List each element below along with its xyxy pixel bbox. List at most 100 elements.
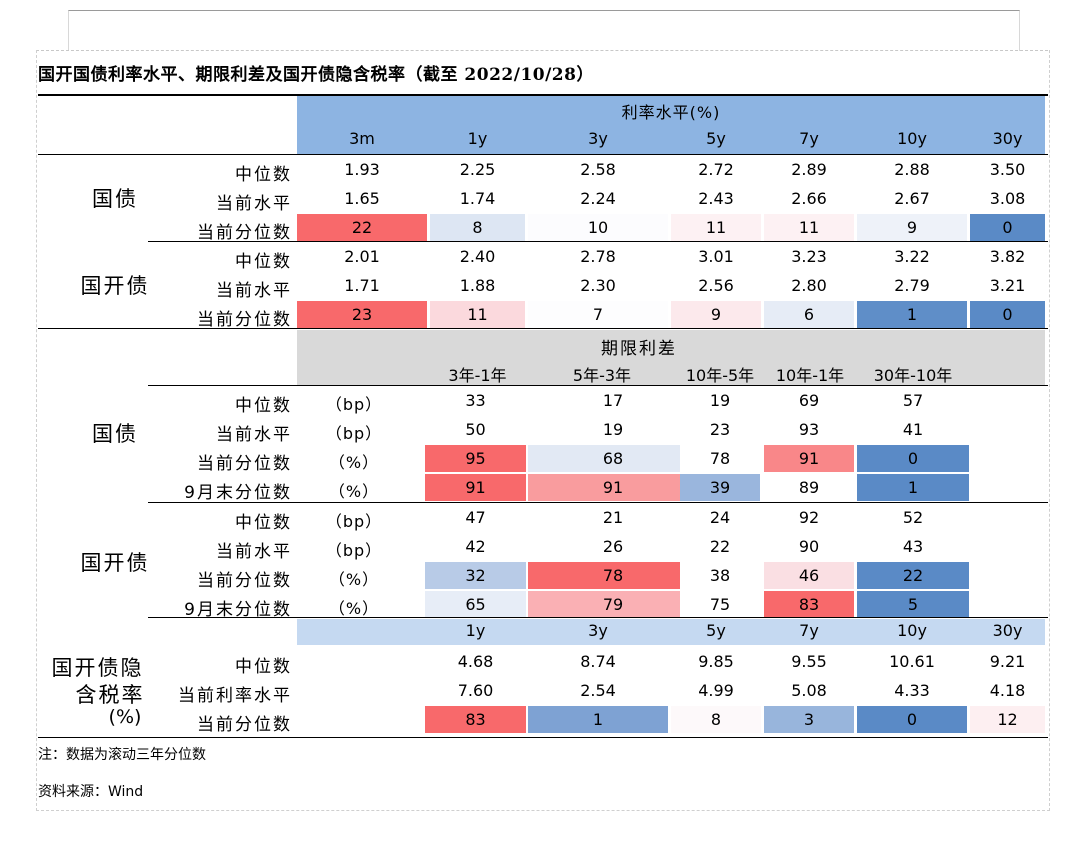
- tax-value-cell: 9.85: [698, 652, 734, 671]
- row-label: 9月末分位数: [184, 483, 292, 503]
- table-title: 国开国债利率水平、期限利差及国开债隐含税率（截至 2022/10/28）: [38, 65, 594, 85]
- tax-value-cell: 4.99: [698, 681, 734, 700]
- rate-value-cell: 0: [970, 214, 1045, 241]
- spread-value-cell: 22: [857, 562, 969, 589]
- spread-value-cell: 75: [680, 591, 760, 618]
- rate-value-cell: 3.22: [894, 247, 930, 266]
- rate-value-cell: 11: [764, 214, 854, 241]
- tax-value-cell: 9.55: [791, 652, 827, 671]
- spread-value-cell: 19: [709, 391, 731, 410]
- tax-value-cell: 8: [671, 706, 761, 733]
- spread-value-cell: 91: [528, 474, 698, 501]
- spread-value-cell: 50: [465, 420, 486, 439]
- spread-value-cell: 83: [764, 591, 854, 618]
- tax-col-header: 1y: [465, 621, 486, 640]
- section-rule: [38, 328, 1048, 329]
- rate-value-cell: 8: [430, 214, 525, 241]
- spread-value-cell: 19: [602, 420, 624, 439]
- rate-value-cell: 3.01: [698, 247, 734, 266]
- tax-value-cell: 9.21: [989, 652, 1026, 671]
- rate-col-header: 1y: [467, 129, 488, 148]
- row-label: 当前水平: [216, 281, 292, 301]
- rate-header-bar: [297, 96, 1045, 154]
- rate-value-cell: 1.74: [459, 189, 496, 208]
- rate-value-cell: 3.21: [989, 276, 1026, 295]
- spread-col-header: 3年-1年: [448, 366, 507, 385]
- rate-value-cell: 2.40: [459, 247, 496, 266]
- top-divider: [36, 50, 1048, 51]
- rate-col-header: 30y: [992, 129, 1023, 148]
- row-label: 当前分位数: [197, 310, 292, 330]
- rate-value-cell: 6: [764, 301, 854, 328]
- tax-col-header: 3y: [588, 621, 608, 640]
- spread-value-cell: 41: [902, 420, 924, 439]
- rate-col-header: 7y: [799, 129, 819, 148]
- spread-col-header: 10年-5年: [685, 366, 755, 385]
- spread-value-cell: 23: [709, 420, 731, 439]
- spread-value-cell: 21: [602, 508, 624, 527]
- row-label: 中位数: [235, 396, 292, 416]
- rate-value-cell: 9: [671, 301, 761, 328]
- spread-value-cell: 33: [465, 391, 486, 410]
- rate-value-cell: 3.08: [989, 189, 1026, 208]
- spread-value-cell: 69: [798, 391, 820, 410]
- rate-value-cell: 7: [528, 301, 668, 328]
- spread-value-cell: 92: [798, 508, 820, 527]
- rate-value-cell: 2.79: [894, 276, 930, 295]
- rate-value-cell: 1.65: [344, 189, 380, 208]
- row-unit: （%）: [328, 453, 380, 472]
- rate-value-cell: 1: [857, 301, 967, 328]
- rate-value-cell: 1.71: [344, 276, 380, 295]
- spread-value-cell: 90: [798, 537, 820, 556]
- rate-value-cell: 2.56: [698, 276, 734, 295]
- tax-value-cell: 2.54: [580, 681, 616, 700]
- rate-value-cell: 11: [671, 214, 761, 241]
- tax-value-cell: 12: [970, 706, 1045, 733]
- row-label: 9月末分位数: [184, 600, 292, 620]
- rate-value-cell: 2.25: [459, 160, 496, 179]
- tax-value-cell: 3: [764, 706, 854, 733]
- spread-value-cell: 24: [709, 508, 731, 527]
- row-label: 当前水平: [216, 194, 292, 214]
- rate-header-title: 利率水平(%): [621, 103, 721, 122]
- row-label: 当前分位数: [197, 454, 292, 474]
- group-rule: [148, 241, 1048, 242]
- spread-value-cell: 0: [857, 445, 969, 472]
- tax-value-cell: 4.33: [894, 681, 930, 700]
- top-frame: [68, 10, 1020, 51]
- rate-value-cell: 2.78: [580, 247, 616, 266]
- tax-value-cell: 1: [528, 706, 668, 733]
- spread-col-header: 5年-3年: [572, 366, 632, 385]
- row-label: 中位数: [235, 513, 292, 533]
- spread-value-cell: 17: [602, 391, 624, 410]
- rate-value-cell: 2.30: [580, 276, 616, 295]
- spread-value-cell: 47: [465, 508, 486, 527]
- rate-value-cell: 2.24: [580, 189, 616, 208]
- rate-value-cell: 1.88: [459, 276, 496, 295]
- row-unit: （%）: [328, 570, 380, 589]
- spread-value-cell: 43: [902, 537, 924, 556]
- group-rule: [38, 154, 1048, 155]
- tax-value-cell: 4.18: [989, 681, 1026, 700]
- spread-header-bar: [297, 330, 1045, 385]
- row-label: 当前分位数: [197, 571, 292, 591]
- tax-value-cell: 5.08: [791, 681, 827, 700]
- row-label: 中位数: [235, 252, 292, 272]
- spread-value-cell: 32: [425, 562, 526, 589]
- spread-value-cell: 78: [680, 445, 760, 472]
- rate-value-cell: 22: [297, 214, 427, 241]
- spread-value-cell: 91: [764, 445, 854, 472]
- rate-value-cell: 3.23: [791, 247, 827, 266]
- spread-value-cell: 65: [425, 591, 526, 618]
- row-unit: （bp）: [325, 424, 383, 443]
- spread-value-cell: 46: [764, 562, 854, 589]
- rate-value-cell: 2.80: [791, 276, 827, 295]
- tax-value-cell: 4.68: [457, 652, 494, 671]
- tax-value-cell: 10.61: [889, 652, 935, 671]
- spread-col-header: 30年-10年: [873, 366, 953, 385]
- spread-value-cell: 91: [425, 474, 526, 501]
- group-label-line3: (%): [108, 706, 142, 728]
- spread-value-cell: 1: [857, 474, 969, 501]
- section-rule: [148, 617, 1048, 618]
- spread-value-cell: 42: [465, 537, 486, 556]
